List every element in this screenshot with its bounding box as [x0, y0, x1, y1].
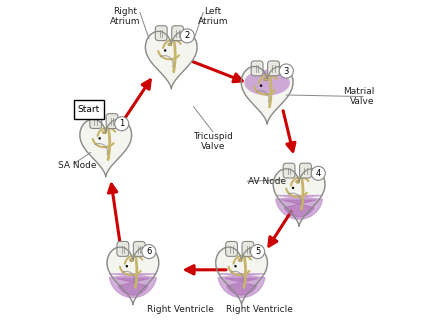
Circle shape — [260, 84, 262, 87]
Polygon shape — [109, 274, 156, 298]
Polygon shape — [218, 274, 265, 298]
Text: Right Ventricle: Right Ventricle — [226, 305, 292, 314]
Text: SA Node: SA Node — [58, 161, 96, 170]
Circle shape — [234, 265, 237, 267]
Text: 2: 2 — [184, 31, 190, 40]
Circle shape — [279, 64, 293, 78]
Text: 1: 1 — [119, 119, 124, 128]
Text: 5: 5 — [255, 247, 260, 256]
Ellipse shape — [130, 259, 133, 262]
Polygon shape — [216, 247, 267, 305]
FancyBboxPatch shape — [299, 163, 311, 178]
Circle shape — [114, 117, 129, 131]
FancyBboxPatch shape — [251, 61, 263, 76]
Text: Right
Atrium: Right Atrium — [110, 7, 140, 27]
FancyBboxPatch shape — [242, 241, 254, 256]
Ellipse shape — [238, 259, 242, 262]
FancyBboxPatch shape — [74, 100, 104, 119]
Circle shape — [251, 245, 264, 259]
Ellipse shape — [296, 180, 299, 183]
Circle shape — [164, 49, 166, 52]
FancyBboxPatch shape — [90, 114, 102, 128]
Ellipse shape — [168, 43, 172, 46]
Text: Left
Atrium: Left Atrium — [197, 7, 228, 27]
Polygon shape — [276, 195, 323, 219]
FancyBboxPatch shape — [226, 241, 238, 256]
FancyBboxPatch shape — [133, 241, 145, 256]
Text: 4: 4 — [316, 169, 321, 178]
Circle shape — [311, 166, 325, 180]
FancyBboxPatch shape — [172, 26, 184, 41]
Polygon shape — [80, 119, 131, 177]
Polygon shape — [107, 247, 159, 305]
Ellipse shape — [102, 131, 106, 134]
Circle shape — [98, 137, 101, 140]
Circle shape — [292, 187, 294, 189]
Polygon shape — [146, 31, 197, 89]
Circle shape — [142, 245, 156, 259]
Polygon shape — [225, 278, 258, 295]
FancyBboxPatch shape — [156, 26, 167, 41]
Polygon shape — [116, 278, 149, 295]
Polygon shape — [273, 169, 325, 226]
Text: Tricuspid
Valve: Tricuspid Valve — [193, 132, 233, 151]
FancyBboxPatch shape — [117, 241, 129, 256]
Ellipse shape — [264, 78, 267, 81]
Circle shape — [180, 29, 194, 43]
Ellipse shape — [245, 70, 290, 96]
Text: AV Node: AV Node — [248, 177, 286, 186]
FancyBboxPatch shape — [283, 163, 295, 178]
Text: Matrial
Valve: Matrial Valve — [343, 87, 374, 106]
Text: 6: 6 — [146, 247, 152, 256]
FancyBboxPatch shape — [267, 61, 280, 76]
Text: Start: Start — [78, 105, 100, 114]
Polygon shape — [283, 200, 316, 217]
Circle shape — [126, 265, 128, 267]
Text: 3: 3 — [284, 66, 289, 75]
Text: Right Ventricle: Right Ventricle — [147, 305, 214, 314]
FancyBboxPatch shape — [106, 114, 118, 128]
Polygon shape — [241, 66, 293, 124]
